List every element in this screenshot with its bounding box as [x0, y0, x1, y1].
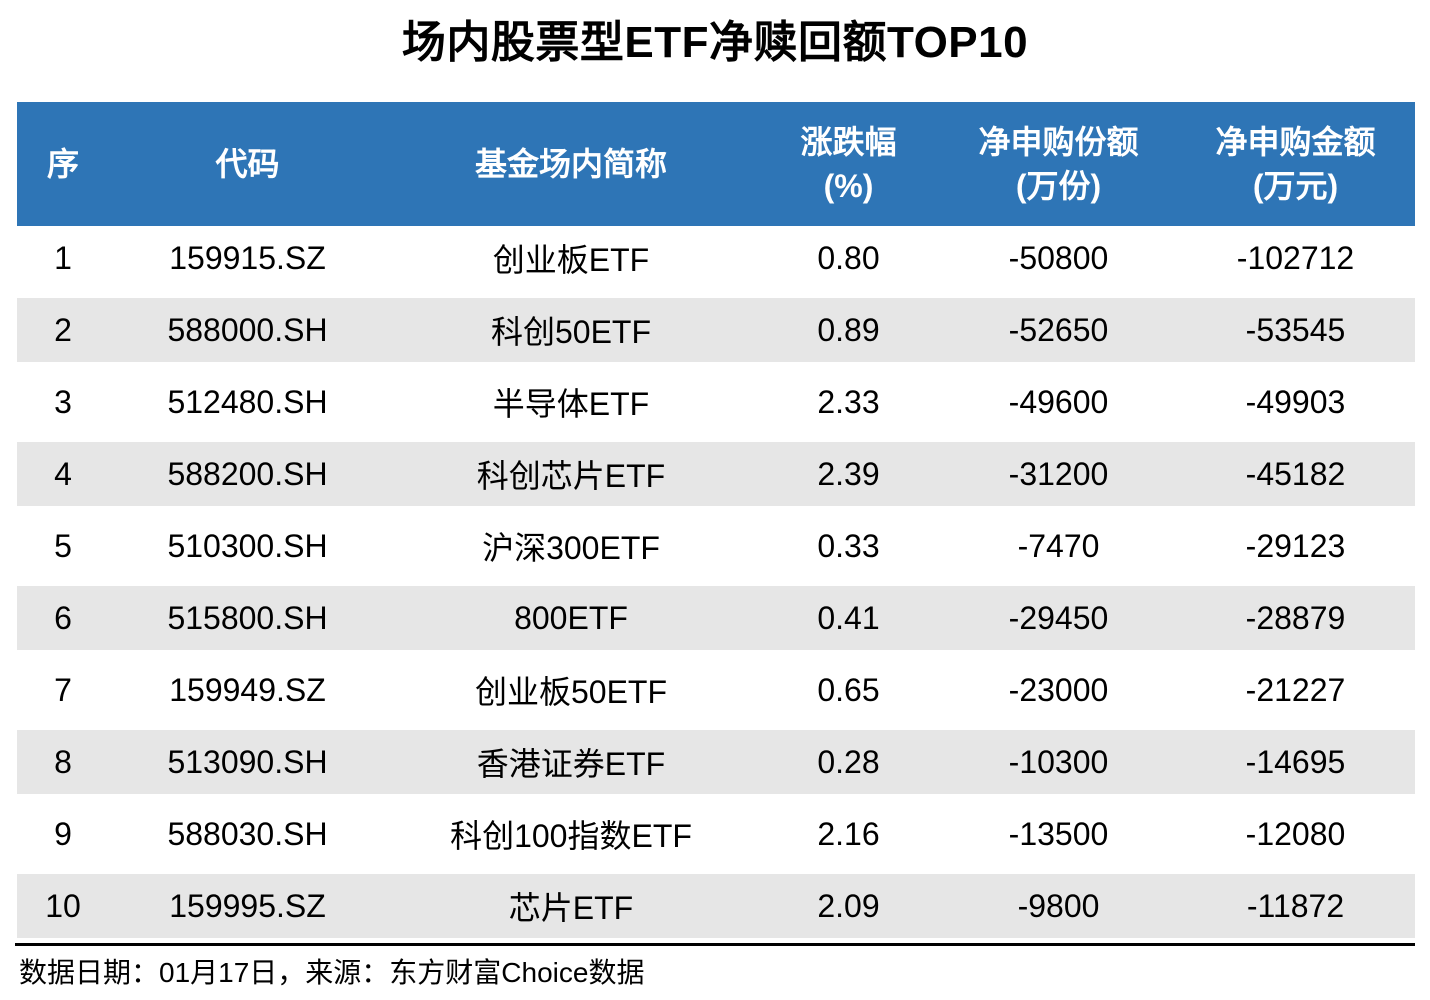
footer-divider	[15, 943, 1415, 946]
cell-code: 513090.SH	[109, 726, 386, 802]
cell-net-shares: -29450	[941, 582, 1176, 658]
table-row: 3 512480.SH 半导体ETF 2.33 -49600 -49903	[17, 366, 1415, 442]
table-row: 7 159949.SZ 创业板50ETF 0.65 -23000 -21227	[17, 654, 1415, 730]
column-header-fund-name: 基金场内简称	[386, 102, 756, 226]
cell-net-shares: -31200	[941, 438, 1176, 514]
cell-fund-name: 芯片ETF	[386, 870, 756, 946]
cell-change-pct: 2.33	[756, 366, 941, 442]
cell-code: 159949.SZ	[109, 654, 386, 730]
table-row: 10 159995.SZ 芯片ETF 2.09 -9800 -11872	[17, 870, 1415, 946]
cell-fund-name: 800ETF	[386, 582, 756, 658]
table-row: 1 159915.SZ 创业板ETF 0.80 -50800 -102712	[17, 226, 1415, 298]
page-title: 场内股票型ETF净赎回额TOP10	[401, 18, 1029, 67]
table-header-row: 序 代码 基金场内简称 涨跌幅 (%) 净申购份额 (万份) 净申购金额 (万元)	[17, 102, 1415, 226]
table-header: 序 代码 基金场内简称 涨跌幅 (%) 净申购份额 (万份) 净申购金额 (万元)	[17, 102, 1415, 226]
cell-change-pct: 0.80	[756, 226, 941, 298]
cell-fund-name: 沪深300ETF	[386, 510, 756, 586]
cell-seq: 8	[17, 726, 109, 802]
cell-code: 512480.SH	[109, 366, 386, 442]
column-header-label: 涨跌幅	[800, 124, 897, 160]
cell-fund-name: 创业板50ETF	[386, 654, 756, 730]
cell-code: 515800.SH	[109, 582, 386, 658]
cell-net-amount: -29123	[1176, 510, 1415, 586]
cell-net-shares: -50800	[941, 226, 1176, 298]
cell-change-pct: 0.33	[756, 510, 941, 586]
cell-code: 588030.SH	[109, 798, 386, 874]
cell-net-amount: -12080	[1176, 798, 1415, 874]
cell-change-pct: 2.39	[756, 438, 941, 514]
cell-fund-name: 创业板ETF	[386, 226, 756, 298]
cell-seq: 5	[17, 510, 109, 586]
cell-net-shares: -7470	[941, 510, 1176, 586]
cell-seq: 9	[17, 798, 109, 874]
table-row: 4 588200.SH 科创芯片ETF 2.39 -31200 -45182	[17, 438, 1415, 514]
cell-net-amount: -53545	[1176, 294, 1415, 370]
column-header-code: 代码	[109, 102, 386, 226]
column-header-net-shares: 净申购份额 (万份)	[941, 102, 1176, 226]
cell-net-shares: -23000	[941, 654, 1176, 730]
cell-code: 159915.SZ	[109, 226, 386, 298]
column-header-unit: (%)	[823, 168, 874, 204]
cell-net-amount: -102712	[1176, 226, 1415, 298]
cell-code: 159995.SZ	[109, 870, 386, 946]
cell-change-pct: 2.16	[756, 798, 941, 874]
table-row: 6 515800.SH 800ETF 0.41 -29450 -28879	[17, 582, 1415, 658]
cell-net-shares: -49600	[941, 366, 1176, 442]
column-header-change-pct: 涨跌幅 (%)	[756, 102, 941, 226]
column-header-label: 代码	[215, 146, 280, 182]
cell-net-shares: -9800	[941, 870, 1176, 946]
cell-seq: 4	[17, 438, 109, 514]
cell-change-pct: 0.65	[756, 654, 941, 730]
cell-fund-name: 科创50ETF	[386, 294, 756, 370]
cell-net-amount: -14695	[1176, 726, 1415, 802]
cell-fund-name: 香港证券ETF	[386, 726, 756, 802]
table-body: 1 159915.SZ 创业板ETF 0.80 -50800 -102712 2…	[17, 226, 1415, 946]
column-header-label: 净申购份额	[978, 124, 1139, 160]
cell-change-pct: 0.28	[756, 726, 941, 802]
table-row: 8 513090.SH 香港证券ETF 0.28 -10300 -14695	[17, 726, 1415, 802]
etf-redemption-table: 序 代码 基金场内简称 涨跌幅 (%) 净申购份额 (万份) 净申购金额 (万元)	[17, 102, 1415, 946]
cell-fund-name: 科创芯片ETF	[386, 438, 756, 514]
cell-fund-name: 科创100指数ETF	[386, 798, 756, 874]
cell-code: 510300.SH	[109, 510, 386, 586]
table-row: 5 510300.SH 沪深300ETF 0.33 -7470 -29123	[17, 510, 1415, 586]
cell-change-pct: 0.41	[756, 582, 941, 658]
cell-code: 588000.SH	[109, 294, 386, 370]
cell-net-shares: -52650	[941, 294, 1176, 370]
column-header-unit: (万份)	[1015, 168, 1102, 204]
cell-seq: 7	[17, 654, 109, 730]
cell-seq: 1	[17, 226, 109, 298]
column-header-label: 净申购金额	[1215, 124, 1376, 160]
cell-net-amount: -11872	[1176, 870, 1415, 946]
cell-net-amount: -45182	[1176, 438, 1415, 514]
cell-net-shares: -10300	[941, 726, 1176, 802]
cell-code: 588200.SH	[109, 438, 386, 514]
table-row: 2 588000.SH 科创50ETF 0.89 -52650 -53545	[17, 294, 1415, 370]
cell-seq: 10	[17, 870, 109, 946]
cell-net-amount: -28879	[1176, 582, 1415, 658]
cell-seq: 6	[17, 582, 109, 658]
column-header-label: 基金场内简称	[474, 146, 667, 182]
column-header-label: 序	[46, 146, 79, 182]
cell-net-amount: -49903	[1176, 366, 1415, 442]
column-header-seq: 序	[17, 102, 109, 226]
data-source-note: 数据日期：01月17日，来源：东方财富Choice数据	[19, 957, 645, 988]
table-row: 9 588030.SH 科创100指数ETF 2.16 -13500 -1208…	[17, 798, 1415, 874]
cell-change-pct: 2.09	[756, 870, 941, 946]
cell-change-pct: 0.89	[756, 294, 941, 370]
column-header-unit: (万元)	[1252, 168, 1339, 204]
cell-net-amount: -21227	[1176, 654, 1415, 730]
cell-seq: 3	[17, 366, 109, 442]
cell-net-shares: -13500	[941, 798, 1176, 874]
cell-fund-name: 半导体ETF	[386, 366, 756, 442]
column-header-net-amount: 净申购金额 (万元)	[1176, 102, 1415, 226]
cell-seq: 2	[17, 294, 109, 370]
